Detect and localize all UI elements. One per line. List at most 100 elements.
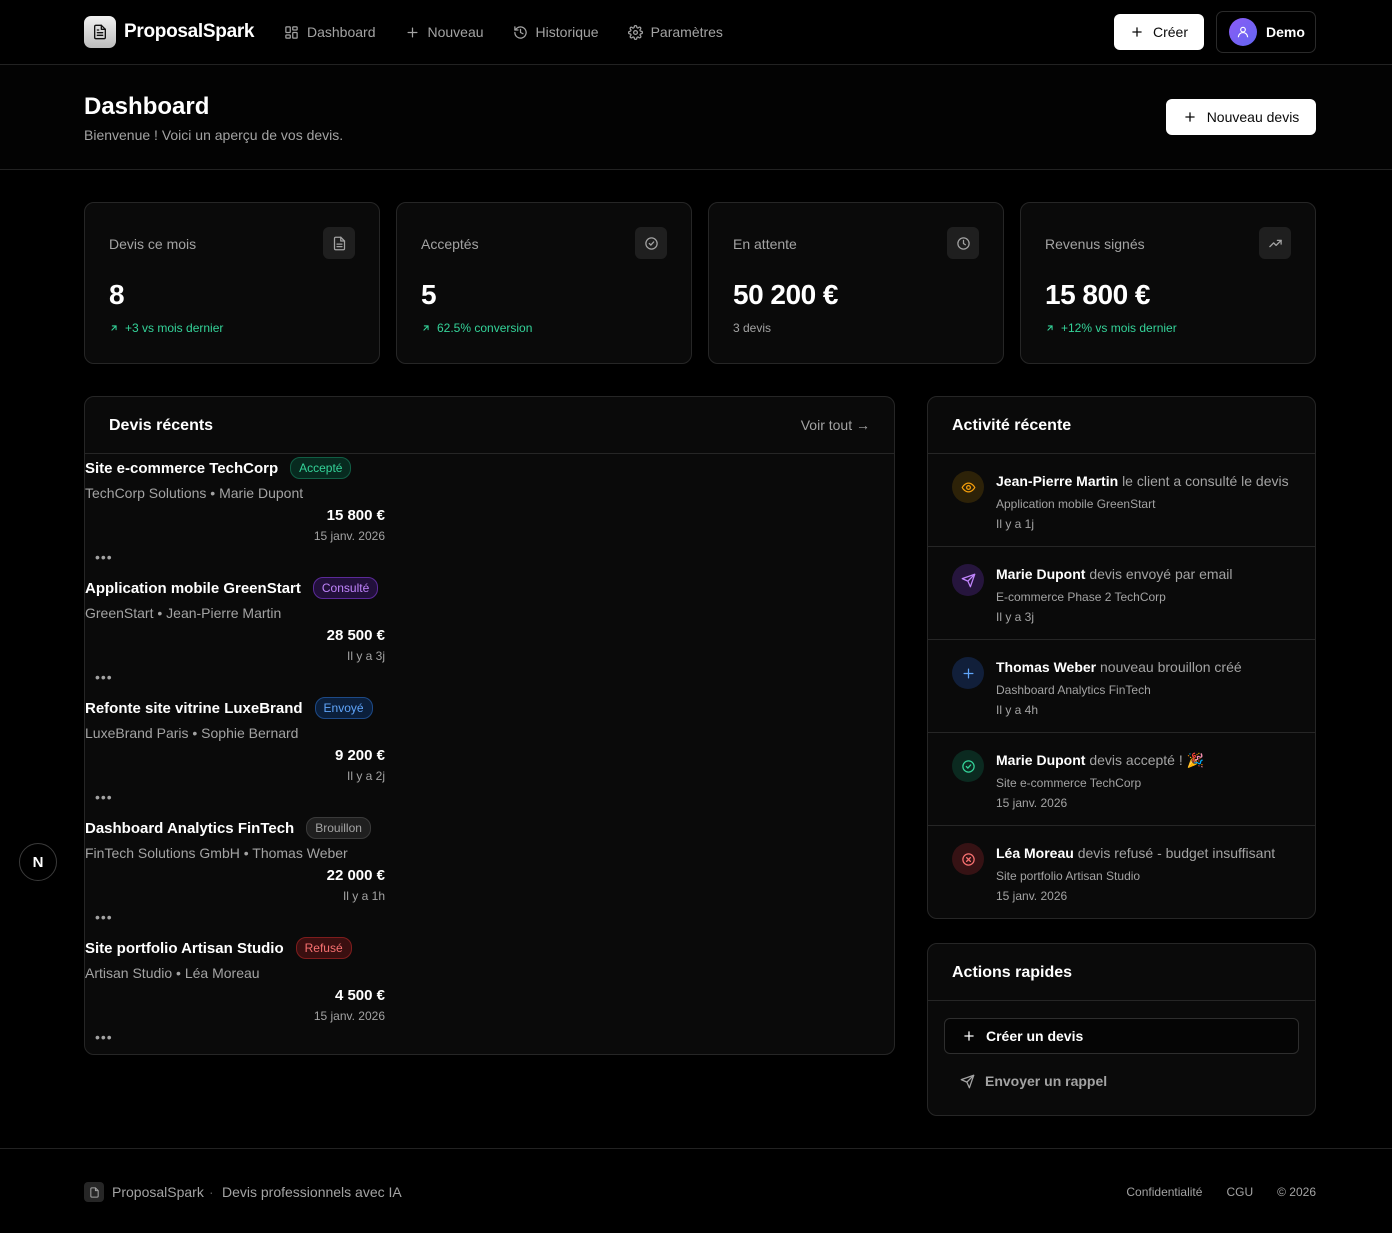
list-item[interactable]: Site portfolio Artisan Studio Refusé Arti… bbox=[85, 934, 385, 1054]
quote-amount: 22 000 € bbox=[326, 867, 385, 884]
stat-value: 5 bbox=[421, 279, 437, 310]
activity-text: Thomas Weber nouveau brouillon créé bbox=[996, 659, 1242, 675]
activity-item[interactable]: Léa Moreau devis refusé - budget insuffi… bbox=[928, 826, 1316, 919]
grid-icon bbox=[285, 25, 298, 39]
quote-date: Il y a 1h bbox=[342, 889, 385, 903]
activity-action: nouveau brouillon créé bbox=[1100, 659, 1242, 675]
nav-historique[interactable]: Historique bbox=[513, 22, 599, 42]
list-item[interactable]: Site e-commerce TechCorp Accepté TechCorp… bbox=[85, 454, 385, 574]
activity-project: Site portfolio Artisan Studio bbox=[996, 869, 1141, 883]
stat-card-quotes: Devis ce mois 8 +3 vs mois dernier bbox=[84, 202, 380, 364]
footer-links: Confidentialité CGU © 2026 bbox=[1102, 1185, 1316, 1199]
nav-dashboard[interactable]: Dashboard bbox=[284, 22, 376, 42]
arrow-up-right-icon bbox=[1047, 325, 1053, 331]
send-reminder-button[interactable]: Envoyer un rappel bbox=[944, 1063, 1299, 1099]
more-options-icon[interactable]: ••• bbox=[95, 909, 113, 925]
privacy-link[interactable]: Confidentialité bbox=[1126, 1185, 1203, 1199]
see-all-link[interactable]: Voir tout → bbox=[800, 417, 870, 433]
new-quote-button[interactable]: Nouveau devis bbox=[1166, 99, 1316, 135]
quote-amount: 15 800 € bbox=[326, 507, 385, 524]
check-circle-icon bbox=[635, 227, 667, 259]
terms-link[interactable]: CGU bbox=[1226, 1185, 1254, 1199]
stat-sub-text: 62.5% conversion bbox=[437, 321, 533, 335]
status-badge: Envoyé bbox=[314, 697, 373, 719]
activity-item[interactable]: Jean-Pierre Martin le client a consulté … bbox=[928, 454, 1316, 547]
stat-value: 8 bbox=[109, 279, 125, 310]
activity-text: Léa Moreau devis refusé - budget insuffi… bbox=[996, 845, 1275, 861]
user-menu-button[interactable]: Demo bbox=[1216, 11, 1316, 53]
activity-time: Il y a 4h bbox=[996, 703, 1039, 717]
recent-activity-card: Activité récente Jean-Pierre Martin le c… bbox=[927, 396, 1316, 919]
history-icon bbox=[513, 25, 527, 39]
card-title: Devis récents bbox=[109, 417, 214, 434]
activity-item[interactable]: Thomas Weber nouveau brouillon créé Dash… bbox=[928, 640, 1316, 733]
quote-client: Artisan Studio • Léa Moreau bbox=[85, 965, 260, 981]
quote-title: Site e-commerce TechCorp bbox=[85, 459, 279, 477]
nav-parametres[interactable]: Paramètres bbox=[627, 22, 723, 42]
create-quote-button[interactable]: Créer un devis bbox=[944, 1018, 1299, 1054]
stat-card-pending: En attente 50 200 € 3 devis bbox=[708, 202, 1004, 364]
activity-project: Application mobile GreenStart bbox=[996, 497, 1156, 511]
avatar bbox=[1229, 18, 1257, 46]
quote-client: GreenStart • Jean-Pierre Martin bbox=[85, 605, 282, 621]
footer: ProposalSpark · Devis professionnels ave… bbox=[0, 1148, 1392, 1233]
activity-project: Dashboard Analytics FinTech bbox=[996, 683, 1151, 697]
activity-item[interactable]: Marie Dupont devis envoyé par email E-co… bbox=[928, 547, 1316, 640]
x-circle-icon bbox=[952, 843, 984, 875]
create-button[interactable]: Créer bbox=[1114, 14, 1204, 50]
top-navbar: ProposalSpark Dashboard Nouveau Historiq… bbox=[0, 0, 1392, 65]
activity-item[interactable]: Marie Dupont devis accepté ! 🎉 Site e-co… bbox=[928, 733, 1316, 826]
quote-title: Refonte site vitrine LuxeBrand bbox=[85, 699, 303, 717]
arrow-up-right-icon bbox=[111, 325, 117, 331]
activity-text: Marie Dupont devis envoyé par email bbox=[996, 566, 1233, 582]
card-header: Activité récente bbox=[928, 397, 1315, 454]
document-icon bbox=[323, 227, 355, 259]
activity-actor: Marie Dupont bbox=[996, 752, 1086, 768]
list-item[interactable]: Dashboard Analytics FinTech Brouillon Fin… bbox=[85, 814, 385, 934]
footer-separator: · bbox=[209, 1184, 214, 1200]
stat-sub-text: 3 devis bbox=[733, 321, 772, 335]
app-name: ProposalSpark bbox=[124, 21, 255, 42]
list-item[interactable]: Refonte site vitrine LuxeBrand Envoyé Lux… bbox=[85, 694, 385, 814]
quote-amount: 4 500 € bbox=[334, 987, 385, 1004]
plus-icon bbox=[964, 1031, 974, 1041]
quote-date: 15 janv. 2026 bbox=[313, 529, 385, 543]
page-title: Dashboard bbox=[84, 93, 210, 120]
app-logo[interactable]: ProposalSpark bbox=[84, 16, 255, 48]
plus-icon bbox=[1132, 27, 1142, 37]
stat-label: En attente bbox=[733, 236, 797, 252]
stat-label: Devis ce mois bbox=[109, 236, 197, 252]
more-options-icon[interactable]: ••• bbox=[95, 1029, 113, 1045]
page-header: Dashboard Bienvenue ! Voici un aperçu de… bbox=[0, 65, 1392, 170]
send-reminder-label: Envoyer un rappel bbox=[985, 1073, 1108, 1089]
card-header: Actions rapides bbox=[928, 944, 1315, 1001]
nav-nouveau[interactable]: Nouveau bbox=[405, 22, 484, 42]
activity-project: E-commerce Phase 2 TechCorp bbox=[996, 590, 1166, 604]
activity-actor: Léa Moreau bbox=[996, 845, 1074, 861]
activity-actor: Thomas Weber bbox=[996, 659, 1097, 675]
quote-client: TechCorp Solutions • Marie Dupont bbox=[85, 485, 304, 501]
more-options-icon[interactable]: ••• bbox=[95, 549, 113, 565]
quote-title: Application mobile GreenStart bbox=[85, 579, 301, 597]
new-quote-label: Nouveau devis bbox=[1206, 109, 1300, 125]
card-title: Actions rapides bbox=[952, 964, 1073, 981]
quote-client: LuxeBrand Paris • Sophie Bernard bbox=[85, 725, 299, 741]
more-options-icon[interactable]: ••• bbox=[95, 789, 113, 805]
more-options-icon[interactable]: ••• bbox=[95, 669, 113, 685]
footer-tagline: Devis professionnels avec IA bbox=[222, 1184, 402, 1200]
activity-action: devis accepté ! 🎉 bbox=[1089, 752, 1205, 768]
activity-action: devis refusé - budget insuffisant bbox=[1077, 845, 1276, 861]
footer-brand: ProposalSpark bbox=[112, 1184, 204, 1200]
status-badge: Refusé bbox=[295, 937, 352, 959]
document-icon bbox=[84, 16, 116, 48]
send-icon bbox=[952, 564, 984, 596]
stat-sub-text: +12% vs mois dernier bbox=[1061, 321, 1177, 335]
status-badge: Accepté bbox=[290, 457, 352, 479]
document-icon bbox=[84, 1182, 104, 1202]
quote-amount: 9 200 € bbox=[334, 747, 385, 764]
list-item[interactable]: Application mobile GreenStart Consulté Gr… bbox=[85, 574, 385, 694]
create-quote-label: Créer un devis bbox=[986, 1028, 1084, 1044]
dev-tools-badge[interactable]: N bbox=[19, 843, 57, 881]
stat-value: 50 200 € bbox=[733, 279, 839, 310]
activity-text: Jean-Pierre Martin le client a consulté … bbox=[996, 473, 1289, 489]
